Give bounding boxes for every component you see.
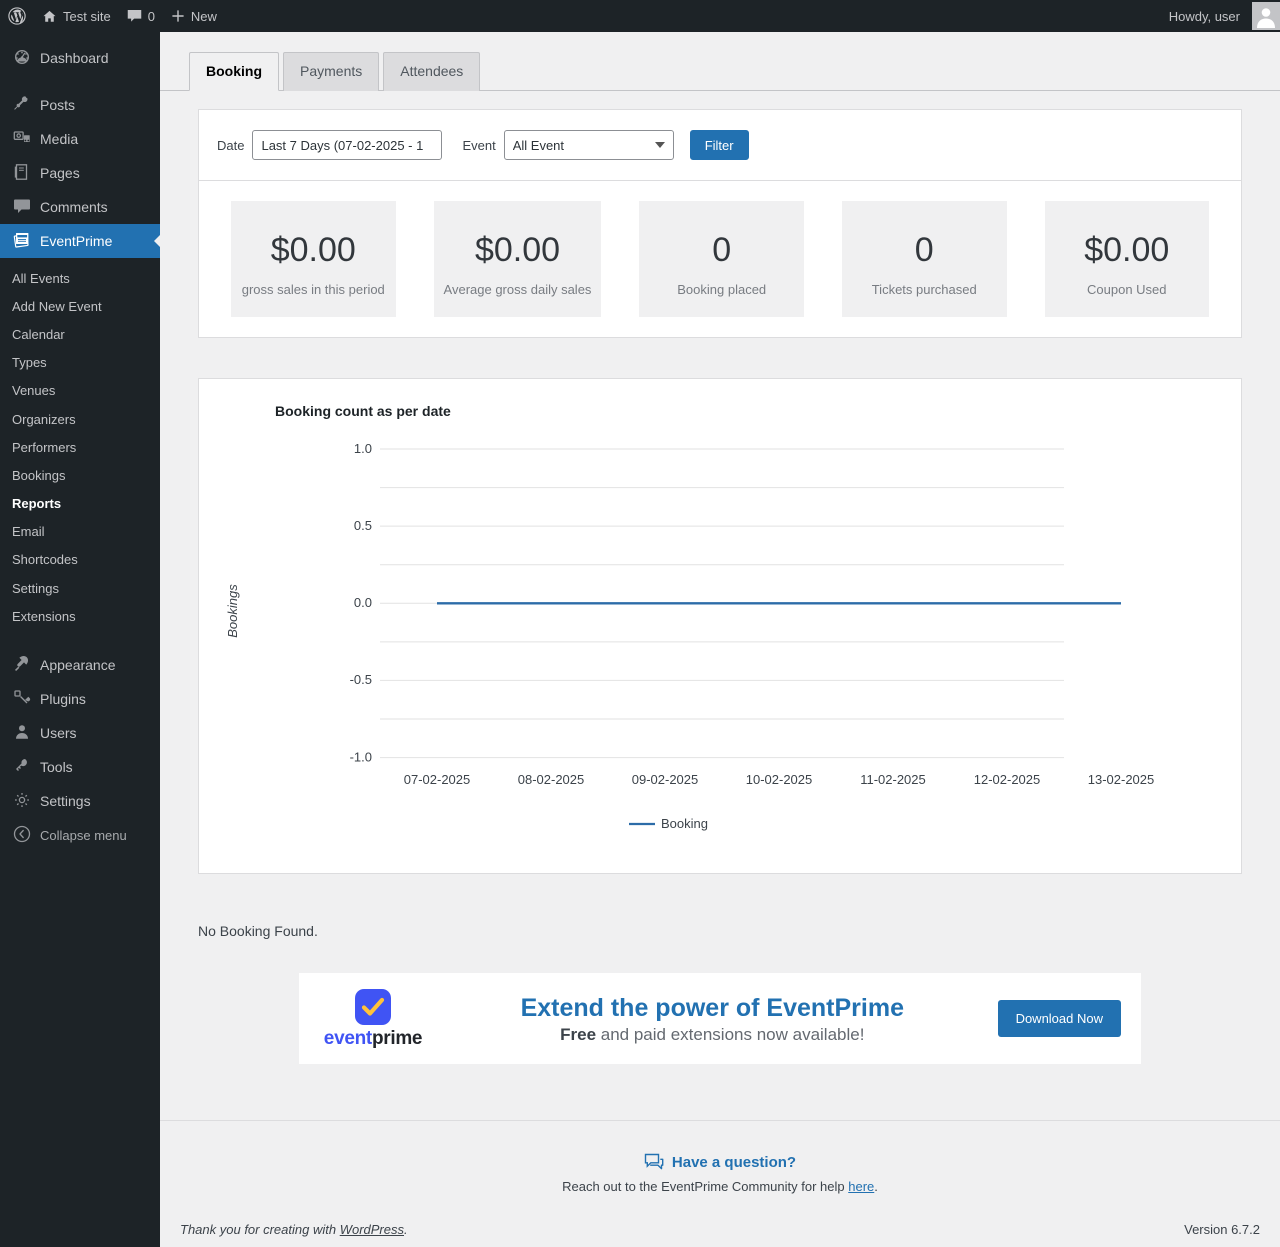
svg-text:-0.5: -0.5 xyxy=(350,672,372,687)
svg-text:Booking: Booking xyxy=(661,816,708,831)
svg-text:1.0: 1.0 xyxy=(354,441,372,456)
svg-text:07-02-2025: 07-02-2025 xyxy=(404,772,471,787)
svg-text:12-02-2025: 12-02-2025 xyxy=(974,772,1041,787)
svg-text:10-02-2025: 10-02-2025 xyxy=(746,772,813,787)
svg-text:13-02-2025: 13-02-2025 xyxy=(1088,772,1155,787)
svg-text:-1.0: -1.0 xyxy=(350,750,372,765)
svg-text:11-02-2025: 11-02-2025 xyxy=(860,772,926,787)
svg-text:08-02-2025: 08-02-2025 xyxy=(518,772,585,787)
svg-text:Bookings: Bookings xyxy=(225,584,240,638)
svg-text:09-02-2025: 09-02-2025 xyxy=(632,772,699,787)
svg-text:0.0: 0.0 xyxy=(354,595,372,610)
svg-text:0.5: 0.5 xyxy=(354,518,372,533)
